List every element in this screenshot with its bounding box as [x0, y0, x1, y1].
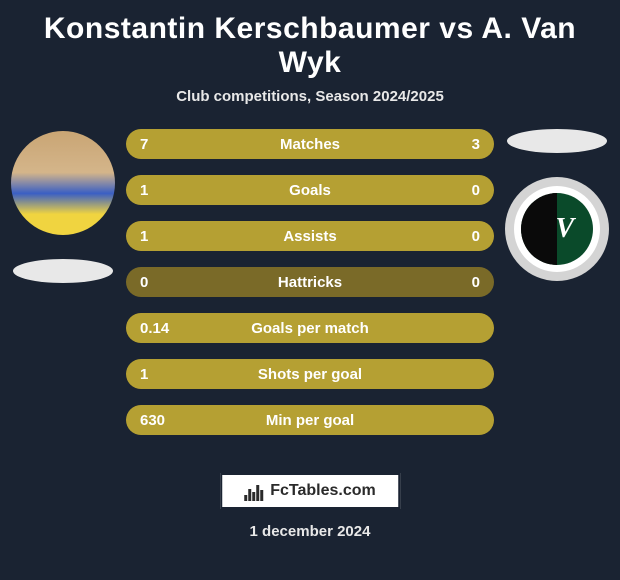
stat-label: Shots per goal: [258, 366, 362, 383]
stats-column: 7 3 Matches 1 0 Goals 1 0 Assists 0 0 Hattricks 0.14…: [126, 125, 494, 435]
stat-value-right: 0: [472, 182, 480, 199]
stat-label: Goals per match: [251, 320, 369, 337]
comparison-title: Konstantin Kerschbaumer vs A. Van Wyk: [0, 0, 620, 88]
comparison-content: 7 3 Matches 1 0 Goals 1 0 Assists 0 0 Hattricks 0.14…: [0, 125, 620, 435]
stat-label: Hattricks: [278, 274, 342, 291]
stat-value-left: 7: [140, 136, 148, 153]
player-left-team-badge: [13, 259, 113, 283]
club-logo: SV: [514, 186, 600, 272]
stat-value-left: 630: [140, 412, 165, 429]
chart-icon: [244, 481, 264, 501]
stat-value-left: 1: [140, 182, 148, 199]
player-right-team-badge: [507, 129, 607, 153]
stat-value-left: 0.14: [140, 320, 169, 337]
stat-bar: 1 Shots per goal: [126, 359, 494, 389]
brand-logo: FcTables.com: [220, 473, 400, 509]
player-right-avatar: SV: [505, 177, 609, 281]
player-left-avatar: [11, 131, 115, 235]
footer: FcTables.com 1 december 2024: [220, 473, 400, 540]
stat-bar: 0.14 Goals per match: [126, 313, 494, 343]
stat-value-right: 0: [472, 274, 480, 291]
date-text: 1 december 2024: [250, 523, 371, 540]
stat-bar: 1 0 Goals: [126, 175, 494, 205]
stat-value-left: 1: [140, 366, 148, 383]
stat-label: Matches: [280, 136, 340, 153]
stat-bar: 630 Min per goal: [126, 405, 494, 435]
stat-value-left: 1: [140, 228, 148, 245]
stat-label: Min per goal: [266, 412, 354, 429]
player-right-column: SV: [502, 125, 612, 281]
brand-text: FcTables.com: [270, 482, 376, 500]
comparison-subtitle: Club competitions, Season 2024/2025: [0, 88, 620, 125]
stat-bar: 0 0 Hattricks: [126, 267, 494, 297]
player-left-column: [8, 125, 118, 283]
stat-bar: 1 0 Assists: [126, 221, 494, 251]
stat-label: Goals: [289, 182, 331, 199]
stat-value-left: 0: [140, 274, 148, 291]
stat-bar: 7 3 Matches: [126, 129, 494, 159]
stat-value-right: 0: [472, 228, 480, 245]
stat-label: Assists: [283, 228, 336, 245]
stat-value-right: 3: [472, 136, 480, 153]
stat-fill-left: [126, 129, 384, 159]
